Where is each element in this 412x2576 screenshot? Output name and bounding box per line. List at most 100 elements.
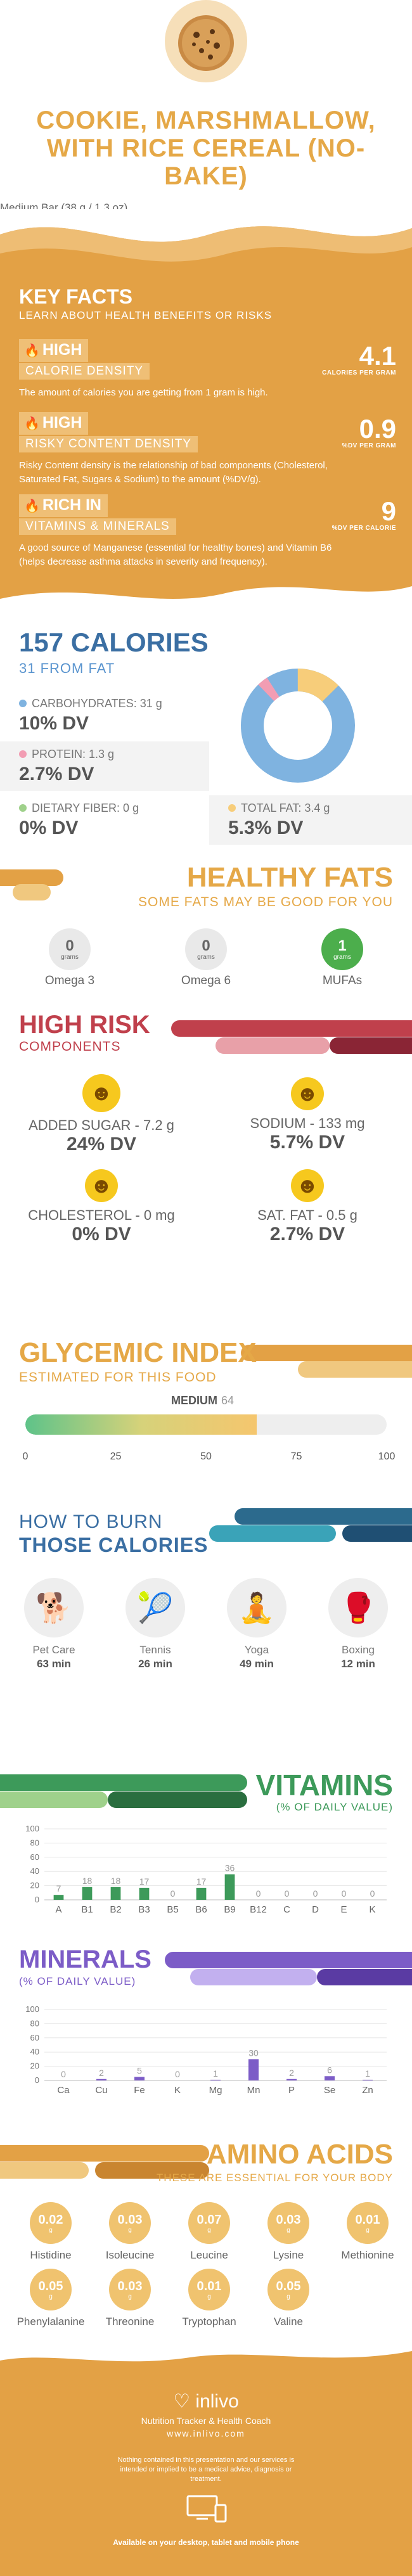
fact-value: 4.1 CALORIES PER GRAM bbox=[322, 341, 396, 377]
stripe-decoration bbox=[342, 1525, 412, 1542]
stripe-decoration bbox=[330, 1037, 412, 1054]
burn-title-line2: THOSE CALORIES bbox=[19, 1534, 209, 1556]
bar-value-label: 7 bbox=[56, 1883, 61, 1894]
grin-icon: ☻ bbox=[85, 1169, 118, 1202]
bar-value-label: 0 bbox=[61, 2069, 66, 2079]
bar-B3 bbox=[139, 1887, 150, 1900]
bar-value-label: 18 bbox=[111, 1876, 121, 1886]
x-tick-label: Zn bbox=[362, 2085, 373, 2096]
scale-tick: 0 bbox=[22, 1451, 29, 1462]
x-tick-label: B3 bbox=[138, 1904, 150, 1915]
x-tick-label: D bbox=[312, 1904, 319, 1915]
scale-tick: 75 bbox=[290, 1451, 302, 1462]
stripe-decoration bbox=[298, 1361, 412, 1378]
calories-title: 157 CALORIES bbox=[19, 627, 209, 657]
fact-value: 9 %DV PER CALORIE bbox=[332, 496, 396, 532]
y-tick-label: 100 bbox=[25, 2006, 39, 2014]
stripe-decoration bbox=[0, 2162, 89, 2179]
stripe-decoration bbox=[317, 1969, 412, 1985]
bar-value-label: 6 bbox=[327, 2065, 332, 2075]
x-tick-label: A bbox=[55, 1904, 61, 1915]
fact-calorie-density: 🔥 HIGH CALORIE DENSITY The amount of calo… bbox=[19, 339, 396, 400]
glycemic-scale: 0 25 50 75 100 bbox=[22, 1451, 396, 1466]
activity-boxing: 🥊 Boxing 12 min bbox=[314, 1578, 402, 1670]
amino-acid-name: Threonine bbox=[105, 2316, 155, 2328]
x-tick-label: B9 bbox=[224, 1904, 235, 1915]
stripe-decoration bbox=[171, 1020, 412, 1037]
amino-acid-circle: 0.01 g bbox=[347, 2202, 389, 2244]
fact-description: Risky Content density is the relationshi… bbox=[19, 460, 328, 485]
flame-icon: 🔥 bbox=[24, 344, 40, 358]
bar-value-label: 0 bbox=[256, 1888, 261, 1899]
x-tick-label: Se bbox=[324, 2085, 335, 2096]
smiley-icon: ☻ bbox=[82, 1074, 120, 1112]
scale-tick: 25 bbox=[110, 1451, 122, 1462]
fact-risky-content: 🔥 HIGH RISKY CONTENT DENSITY Risky Conten… bbox=[19, 412, 396, 487]
bar-value-label: 2 bbox=[99, 2068, 104, 2078]
y-tick-label: 0 bbox=[35, 2075, 39, 2085]
bar-value-label: 5 bbox=[137, 2065, 142, 2075]
stripe-decoration bbox=[190, 1969, 317, 1985]
pet-care-icon: 🐕 bbox=[24, 1578, 84, 1637]
amino-acids-title: AMINO ACIDS bbox=[206, 2139, 393, 2170]
bar-B2 bbox=[110, 1887, 121, 1900]
disclaimer: Nothing contained in this presentation a… bbox=[117, 2456, 295, 2483]
fact-description: The amount of calories you are getting f… bbox=[19, 387, 268, 398]
macro-fiber: DIETARY FIBER: 0 g 0% DV bbox=[19, 802, 139, 838]
amino-acid-name: Leucine bbox=[190, 2249, 228, 2261]
x-tick-label: B12 bbox=[250, 1904, 267, 1915]
minerals-subtitle: (% OF DAILY VALUE) bbox=[19, 1975, 136, 1987]
amino-acid-name: Lysine bbox=[273, 2249, 304, 2261]
x-tick-label: K bbox=[369, 1904, 375, 1915]
amino-acid-circle: 0.05 g bbox=[267, 2269, 309, 2310]
amino-acid-name: Isoleucine bbox=[105, 2249, 155, 2261]
smiley-icon: ☻ bbox=[291, 1169, 324, 1202]
glycemic-title: GLYCEMIC INDEX bbox=[19, 1337, 257, 1368]
food-title: COOKIE, MARSHMALLOW, WITH RICE CEREAL (N… bbox=[36, 106, 376, 190]
vitamins-bar-chart: 0 20 40 60 80 100 7 A 18 B1 18 B2 17 B3 0 B5 17 B6 36 B9 0 B1… bbox=[25, 1825, 387, 1915]
healthy-fats-subtitle: SOME FATS MAY BE GOOD FOR YOU bbox=[138, 895, 393, 909]
x-tick-label: B5 bbox=[167, 1904, 178, 1915]
amino-acid-item: 0.05 g Phenylalanine bbox=[10, 2269, 92, 2328]
amino-acid-item: 0.01 g Methionine bbox=[326, 2202, 409, 2262]
high-risk-title: HIGH RISK bbox=[19, 1011, 150, 1039]
tennis-icon: 🎾 bbox=[126, 1578, 185, 1637]
header: COOKIE, MARSHMALLOW, WITH RICE CEREAL (N… bbox=[0, 0, 412, 190]
bar-Mn bbox=[248, 2059, 259, 2080]
risk-sat-fat: ☻ SAT. FAT - 0.5 g 2.7% DV bbox=[216, 1169, 399, 1245]
boxing-icon: 🥊 bbox=[328, 1578, 388, 1637]
stripe-decoration bbox=[165, 1952, 412, 1968]
legend-dot bbox=[19, 700, 27, 707]
y-tick-label: 40 bbox=[30, 1866, 39, 1876]
x-tick-label: Fe bbox=[134, 2085, 145, 2096]
activity-yoga: 🧘 Yoga 49 min bbox=[212, 1578, 301, 1670]
flame-icon: 🔥 bbox=[24, 499, 40, 513]
devices-icon bbox=[186, 2495, 227, 2523]
x-tick-label: B6 bbox=[195, 1904, 207, 1915]
x-tick-label: P bbox=[288, 2085, 295, 2096]
stripe-decoration bbox=[13, 884, 51, 900]
vitamins-subtitle: (% OF DAILY VALUE) bbox=[276, 1801, 393, 1813]
donut-fat bbox=[241, 669, 355, 783]
fact-value: 0.9 %DV PER GRAM bbox=[342, 414, 396, 450]
x-tick-label: K bbox=[174, 2085, 181, 2096]
brand-url[interactable]: www.inlivo.com bbox=[167, 2428, 245, 2438]
amino-acid-circle: 0.03 g bbox=[109, 2269, 151, 2310]
healthy-fats-title: HEALTHY FATS bbox=[186, 862, 393, 893]
amino-acid-item: 0.05 g Valine bbox=[247, 2269, 330, 2328]
activity-pet-care: 🐕 Pet Care 63 min bbox=[10, 1578, 98, 1670]
availability-note: Available on your desktop, tablet and mo… bbox=[113, 2538, 299, 2547]
fat-omega-3: 0 grams Omega 3 bbox=[25, 928, 114, 988]
y-tick-label: 0 bbox=[35, 1895, 39, 1904]
legend-dot bbox=[228, 804, 236, 812]
bar-value-label: 30 bbox=[248, 2047, 259, 2058]
burn-title-line1: HOW TO BURN bbox=[19, 1511, 163, 1532]
key-facts-title: KEY FACTS bbox=[19, 285, 132, 308]
bar-B9 bbox=[224, 1874, 235, 1900]
y-tick-label: 20 bbox=[30, 1881, 39, 1890]
yoga-icon: 🧘 bbox=[227, 1578, 286, 1637]
x-tick-label: E bbox=[340, 1904, 347, 1915]
bar-value-label: 0 bbox=[171, 1888, 176, 1899]
bar-B1 bbox=[82, 1887, 93, 1900]
